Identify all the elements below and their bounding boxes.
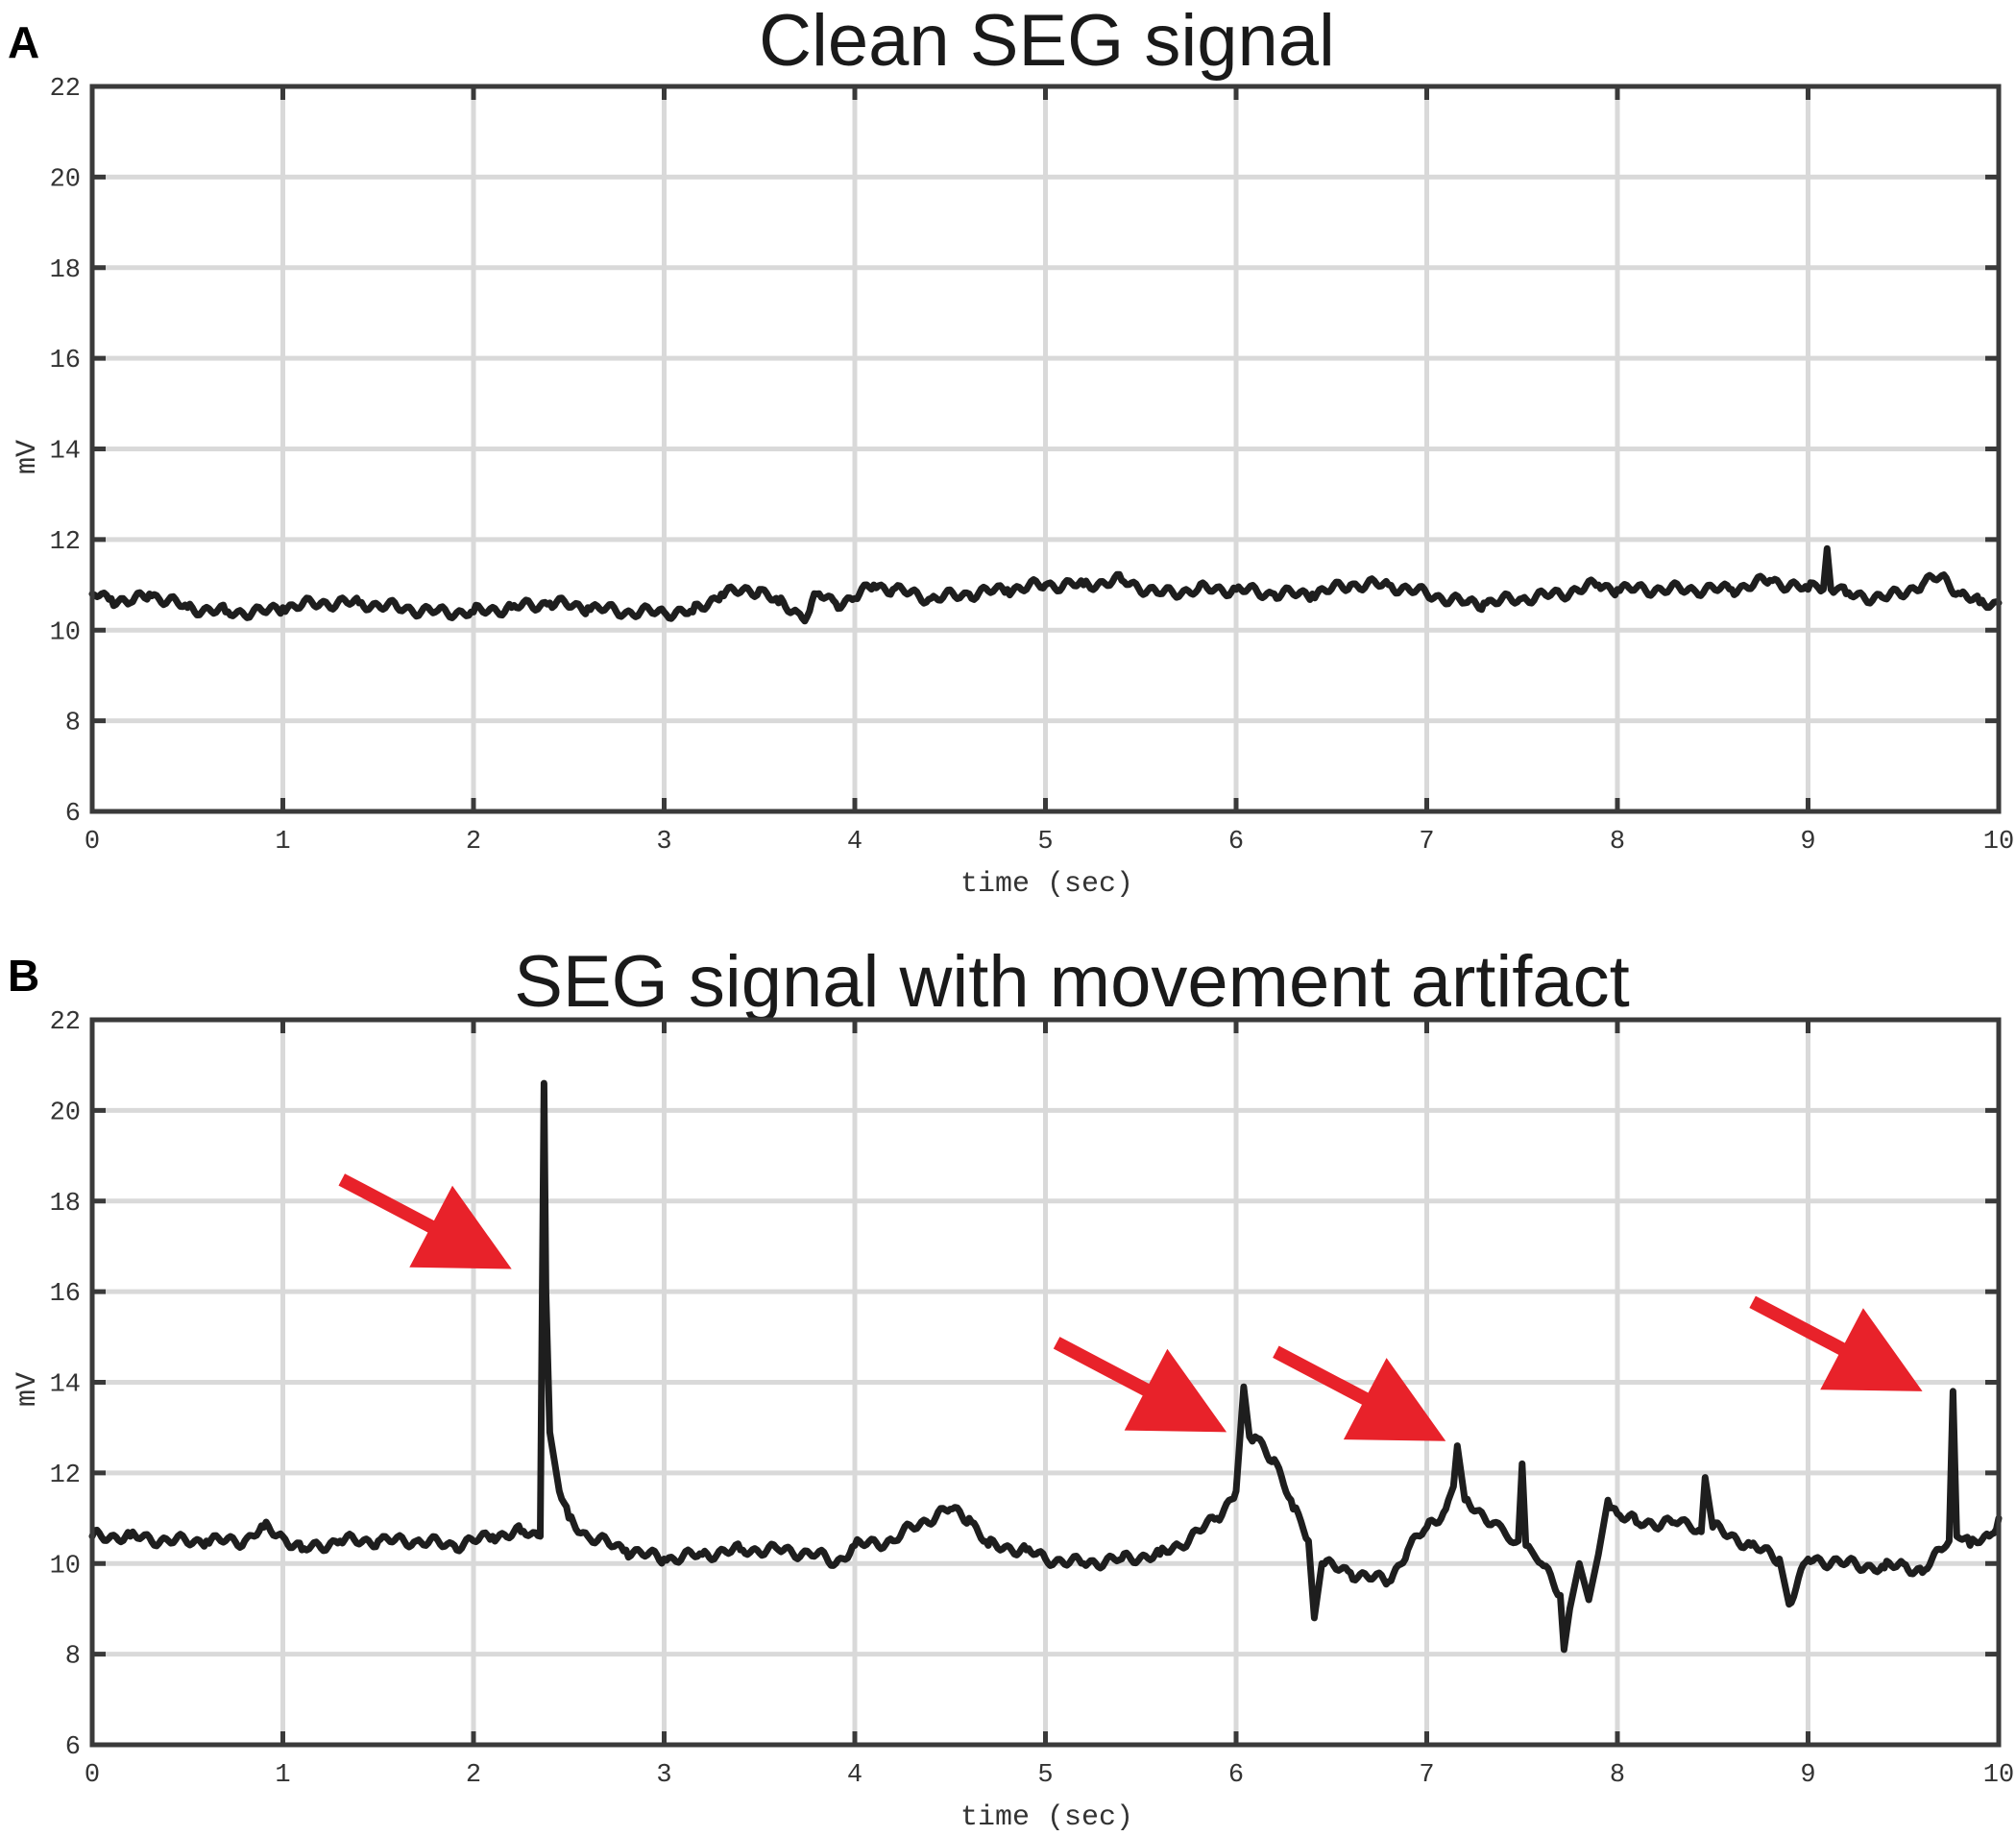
panel-a-y-tick-label: 12: [50, 528, 81, 557]
panel-a-x-tick-label: 6: [1228, 828, 1244, 857]
panel-b-x-tick-label: 10: [1983, 1761, 2014, 1790]
panel-a-x-tick-label: 0: [85, 828, 100, 857]
panel-a-x-tick-label: 5: [1037, 828, 1053, 857]
panel-b-y-tick-label: 18: [50, 1190, 81, 1219]
panel-b-y-tick-label: 12: [50, 1462, 81, 1490]
panel-a-letter: A: [8, 17, 39, 67]
panel-b-y-tick-label: 22: [50, 1008, 81, 1037]
panel-a-x-tick-label: 4: [847, 828, 862, 857]
panel-a-y-tick-label: 22: [50, 75, 81, 104]
panel-a-x-tick-label: 3: [656, 828, 671, 857]
panel-b-x-tick-label: 9: [1800, 1761, 1815, 1790]
panel-a-y-tick-label: 16: [50, 347, 81, 375]
panel-a-y-tick-label: 10: [50, 618, 81, 647]
panel-b-y-tick-label: 14: [50, 1371, 81, 1400]
panel-a-signal-line: [88, 544, 2003, 625]
panel-a-ylabel: mV: [12, 440, 44, 474]
panel-b-y-tick-label: 16: [50, 1280, 81, 1309]
panel-b-artifact-arrow: [338, 1173, 512, 1269]
panel-b-letter: B: [8, 951, 39, 1001]
panel-a-xlabel: time (sec): [960, 868, 1133, 901]
panel-b-artifact-arrow: [1273, 1345, 1446, 1441]
panel-b-artifact-arrow: [1749, 1295, 1923, 1391]
panel-b-title: SEG signal with movement artifact: [514, 941, 1630, 1023]
panel-a-x-tick-label: 10: [1983, 828, 2014, 857]
panel-b-x-tick-label: 1: [275, 1761, 290, 1790]
panel-a-y-tick-label: 14: [50, 438, 81, 467]
panel-a-x-tick-label: 7: [1419, 828, 1434, 857]
panel-a-y-tick-label: 6: [65, 800, 81, 829]
panel-b-x-tick-label: 5: [1037, 1761, 1053, 1790]
panel-a-x-tick-label: 2: [466, 828, 481, 857]
panel-a-x-tick-label: 8: [1610, 828, 1625, 857]
panel-a-y-tick-label: 20: [50, 165, 81, 194]
panel-b-ylabel: mV: [12, 1372, 44, 1407]
panel-b-x-tick-label: 7: [1419, 1761, 1434, 1790]
panel-b-signal-line: [88, 1079, 2003, 1654]
panel-a-title: Clean SEG signal: [759, 0, 1335, 82]
panel-b-y-tick-label: 20: [50, 1099, 81, 1127]
panel-a-y-tick-label: 18: [50, 256, 81, 285]
panel-b-x-tick-label: 2: [466, 1761, 481, 1790]
panel-b-x-tick-label: 8: [1610, 1761, 1625, 1790]
panel-a-y-tick-label: 8: [65, 710, 81, 738]
panel-b-artifact-arrow: [1053, 1337, 1227, 1433]
panel-b-y-tick-label: 10: [50, 1552, 81, 1581]
panel-b-x-tick-label: 3: [656, 1761, 671, 1790]
panel-a-x-tick-label: 1: [275, 828, 290, 857]
panel-b-x-tick-label: 4: [847, 1761, 862, 1790]
panel-b-xlabel: time (sec): [960, 1801, 1133, 1834]
panel-b-y-tick-label: 8: [65, 1643, 81, 1672]
panel-a-x-tick-label: 9: [1800, 828, 1815, 857]
panel-b-y-tick-label: 6: [65, 1733, 81, 1762]
panel-b-x-tick-label: 6: [1228, 1761, 1244, 1790]
panel-b-x-tick-label: 0: [85, 1761, 100, 1790]
